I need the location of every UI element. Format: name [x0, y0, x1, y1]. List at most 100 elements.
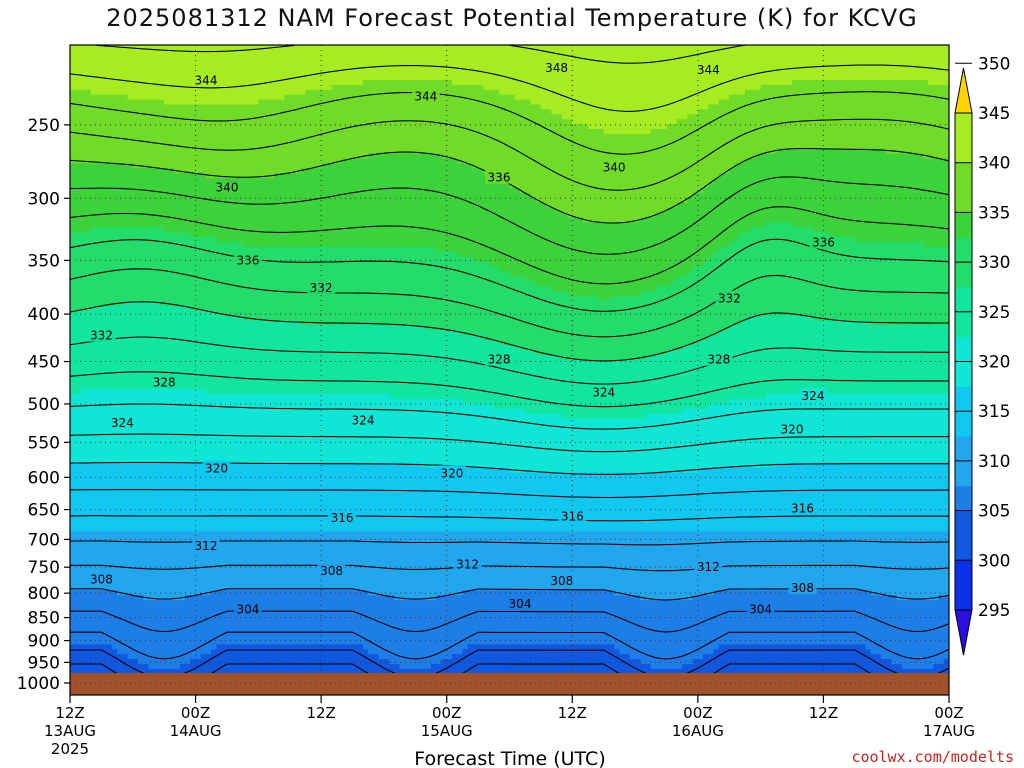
fill-cell — [169, 349, 176, 355]
fill-cell — [148, 187, 155, 193]
fill-cell — [237, 388, 244, 395]
fill-cell — [90, 64, 97, 71]
fill-cell — [179, 614, 186, 620]
fill-cell — [153, 305, 160, 311]
fill-cell — [216, 668, 223, 673]
fill-cell — [70, 594, 76, 601]
fill-cell — [242, 422, 249, 429]
fill-cell — [96, 182, 102, 188]
fill-cell — [237, 246, 244, 252]
fill-cell — [148, 555, 155, 561]
fill-cell — [200, 84, 207, 90]
fill-cell — [70, 295, 76, 301]
fill-cell — [258, 432, 265, 439]
fill-cell — [106, 152, 113, 159]
fill-cell — [185, 157, 191, 164]
fill-cell — [111, 432, 118, 439]
fill-cell — [247, 633, 254, 640]
fill-cell — [106, 221, 113, 228]
fill-cell — [127, 633, 134, 640]
fill-cell — [80, 388, 87, 395]
fill-cell — [242, 658, 249, 664]
fill-cell — [132, 241, 139, 247]
fill-cell — [111, 265, 118, 272]
fill-cell — [221, 275, 228, 282]
fill-cell — [200, 300, 207, 306]
fill-cell — [268, 432, 275, 439]
fill-cell — [190, 148, 197, 154]
fill-cell — [70, 54, 76, 61]
fill-cell — [132, 84, 139, 90]
fill-cell — [132, 226, 139, 233]
fill-cell — [206, 167, 212, 174]
fill-cell — [226, 540, 233, 547]
fill-cell — [185, 45, 191, 51]
fill-cell — [70, 599, 76, 606]
fill-cell — [111, 442, 118, 449]
fill-cell — [122, 457, 129, 463]
fill-cell — [174, 364, 181, 370]
fill-cell — [190, 157, 197, 164]
fill-cell — [132, 373, 139, 380]
fill-cell — [174, 427, 181, 434]
fill-cell — [148, 349, 155, 355]
fill-cell — [70, 226, 76, 233]
fill-cell — [132, 398, 139, 404]
fill-cell — [153, 226, 160, 233]
fill-cell — [96, 167, 102, 174]
fill-cell — [211, 427, 218, 434]
fill-cell — [70, 265, 76, 272]
fill-cell — [158, 560, 165, 566]
fill-cell — [190, 599, 197, 606]
fill-cell — [85, 69, 92, 76]
fill-cell — [216, 310, 223, 316]
fill-cell — [90, 408, 97, 414]
fill-cell — [169, 98, 176, 105]
fill-cell — [253, 211, 259, 218]
fill-cell — [195, 143, 202, 149]
fill-cell — [75, 236, 82, 242]
fill-cell — [206, 177, 212, 184]
fill-cell — [106, 108, 113, 115]
fill-cell — [70, 148, 76, 154]
fill-cell — [221, 516, 228, 522]
fill-cell — [221, 638, 228, 645]
fill-cell — [85, 319, 92, 326]
fill-cell — [111, 138, 118, 144]
fill-cell — [148, 540, 155, 547]
fill-cell — [138, 172, 144, 179]
fill-cell — [80, 437, 87, 444]
fill-cell — [174, 476, 181, 483]
fill-cell — [153, 192, 160, 198]
fill-cell — [106, 270, 113, 277]
fill-cell — [200, 663, 207, 669]
fill-cell — [221, 491, 228, 498]
fill-cell — [247, 589, 254, 596]
fill-cell — [148, 481, 155, 488]
fill-cell — [221, 216, 228, 223]
fill-cell — [85, 143, 92, 149]
fill-cell — [96, 241, 102, 247]
fill-cell — [195, 629, 202, 635]
fill-cell — [190, 211, 197, 218]
fill-cell — [263, 604, 270, 610]
fill-cell — [164, 103, 171, 110]
fill-cell — [195, 103, 202, 110]
fill-cell — [122, 133, 129, 139]
fill-cell — [75, 59, 82, 66]
fill-cell — [200, 481, 207, 488]
fill-cell — [200, 530, 207, 537]
fill-cell — [174, 629, 181, 635]
fill-cell — [153, 530, 160, 537]
fill-cell — [153, 359, 160, 365]
fill-cell — [169, 584, 176, 591]
fill-cell — [242, 545, 249, 552]
fill-cell — [80, 364, 87, 370]
fill-cell — [211, 550, 218, 556]
fill-cell — [127, 167, 134, 174]
fill-cell — [164, 506, 171, 512]
fill-cell — [138, 241, 144, 247]
fill-cell — [258, 457, 265, 463]
fill-cell — [70, 550, 76, 556]
fill-cell — [111, 364, 118, 370]
